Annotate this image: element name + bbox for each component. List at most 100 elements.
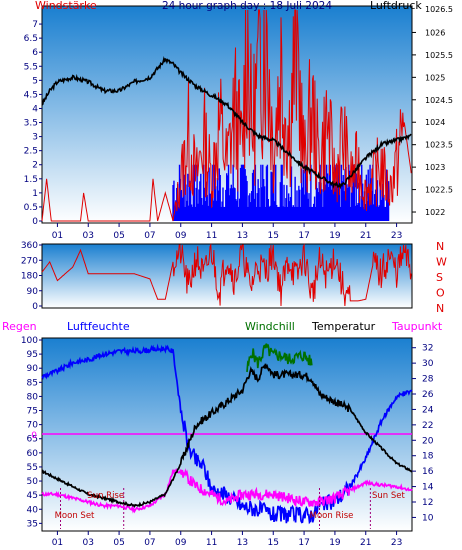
direction-tick-label: 0 [32,302,38,312]
temperature-tick-label: 10 [422,513,434,523]
wind-tick-label: 1.5 [24,175,38,185]
pressure-line [41,56,412,190]
direction-tick-label: 360 [21,241,38,251]
x-tick-label: 01 [52,231,63,241]
wind-tick-label: 3.5 [24,119,38,129]
dewpoint-line [41,467,413,514]
wind-tick-label: 3 [32,133,38,143]
wind-gust-line [41,9,412,222]
wind-tick-label: 4 [32,104,38,114]
humidity-tick-label: 80 [27,392,39,402]
x-tick-label: 13 [237,231,248,241]
x-tick-label: 19 [329,538,341,548]
humidity-line [41,343,413,525]
sun-moon-annotations: Sun Rise Moon Set Moon Rise Sun Set [55,488,405,529]
pressure-series [41,56,412,190]
rain-axis-label: 0 [31,431,37,441]
pressure-tick-label: 1025.5 [425,51,453,60]
x-tick-label: 17 [298,538,309,548]
wind-gust-series [41,9,412,222]
temperature-tick-label: 24 [422,405,434,415]
humidity-tick-label: 45 [27,491,38,501]
pressure-tick-label: 1022.5 [425,186,453,195]
annotation-label: Sun Rise [87,491,124,501]
humidity-tick-label: 65 [27,435,38,445]
x-tick-label: 15 [268,538,279,548]
annotation-label: Moon Rise [310,511,354,521]
temperature-tick-label: 30 [422,359,434,369]
legend-windchill: Windchill [245,320,295,333]
wind-axis-label: Windstärke [35,0,97,12]
temperature-tick-label: 16 [422,467,434,477]
pressure-tick-label: 1026 [425,28,445,37]
x-tick-label: 15 [268,231,279,241]
wind-tick-label: 5 [32,76,38,86]
pressure-tick-label: 1026.5 [425,5,453,14]
temperature-axis-ticks: 10 12 14 16 18 20 22 24 26 28 30 32 [412,344,434,523]
x-tick-label: 13 [237,538,248,548]
x-tick-label: 23 [391,231,402,241]
wind-pressure-panel: 24 hour graph day : 18 Juli 2024 Windstä… [24,0,453,241]
x-tick-label: 21 [360,231,371,241]
x-axis-ticks-panel-3: 01 03 05 07 09 11 13 15 17 19 21 23 [52,531,402,548]
compass-label: N [436,240,444,253]
x-tick-label: 07 [144,231,155,241]
compass-label: S [436,271,443,284]
direction-tick-label: 180 [21,272,38,282]
humidity-tick-label: 35 [27,519,38,529]
humidity-tick-label: 85 [27,378,38,388]
chart-title: 24 hour graph day : 18 Juli 2024 [162,0,332,12]
x-tick-label: 07 [144,538,155,548]
humidity-tick-label: 90 [27,364,39,374]
x-tick-label: 03 [83,231,94,241]
x-tick-label: 11 [206,538,217,548]
humidity-tick-label: 100 [21,336,38,346]
direction-axis-ticks: 0 90 180 270 360 [21,241,42,312]
temperature-tick-label: 14 [422,483,434,493]
legend-taupunkt: Taupunkt [391,320,443,333]
x-tick-label: 05 [113,538,124,548]
wind-axis-ticks: 0 0.5 1 1.5 2 2.5 3 3.5 4 4.5 5 5.5 6 6.5 7 [24,20,42,227]
x-tick-label: 09 [175,231,187,241]
pressure-axis-ticks: 1022 1022.5 1023 1023.5 1024 1024.5 1025 1025.5… [412,5,453,217]
compass-label: O [436,287,445,300]
pressure-tick-label: 1024.5 [425,96,453,105]
wind-tick-label: 5.5 [24,62,38,72]
temperature-tick-label: 28 [422,375,434,385]
humidity-tick-label: 75 [27,407,38,417]
wind-tick-label: 2.5 [24,147,38,157]
x-tick-label: 19 [329,231,341,241]
temperature-humidity-panel: 35 40 45 50 55 60 65 70 75 80 85 90 95 100 10 12 14 16 18… [21,336,434,548]
x-tick-label: 17 [298,231,309,241]
temperature-tick-label: 26 [422,390,434,400]
pressure-axis-label: Luftdruck [370,0,422,12]
pressure-tick-label: 1024 [425,118,445,127]
humidity-tick-label: 60 [27,449,39,459]
annotation-label: Moon Set [55,511,95,521]
direction-tick-label: 90 [27,287,39,297]
pressure-tick-label: 1025 [425,73,445,82]
humidity-tick-label: 40 [27,505,39,515]
wind-average-bars [172,164,390,221]
x-tick-label: 21 [360,538,371,548]
compass-label: N [436,302,444,315]
x-tick-label: 03 [83,538,94,548]
pressure-tick-label: 1023 [425,163,445,172]
windchill-line [246,343,313,373]
pressure-tick-label: 1022 [425,208,445,217]
legend-regen: Regen [2,320,37,333]
legend-temperatur: Temperatur [311,320,376,333]
wind-direction-series [41,243,412,307]
pressure-tick-label: 1023.5 [425,141,453,150]
temperature-tick-label: 18 [422,452,434,462]
x-tick-label: 01 [52,538,63,548]
wind-tick-label: 2 [32,161,38,171]
wind-tick-label: 0.5 [24,203,38,213]
wind-tick-label: 1 [32,189,38,199]
humidity-tick-label: 55 [27,463,38,473]
humidity-tick-label: 70 [27,421,39,431]
x-tick-label: 23 [391,538,402,548]
temperature-line [41,363,413,508]
wind-direction-line [41,243,412,307]
